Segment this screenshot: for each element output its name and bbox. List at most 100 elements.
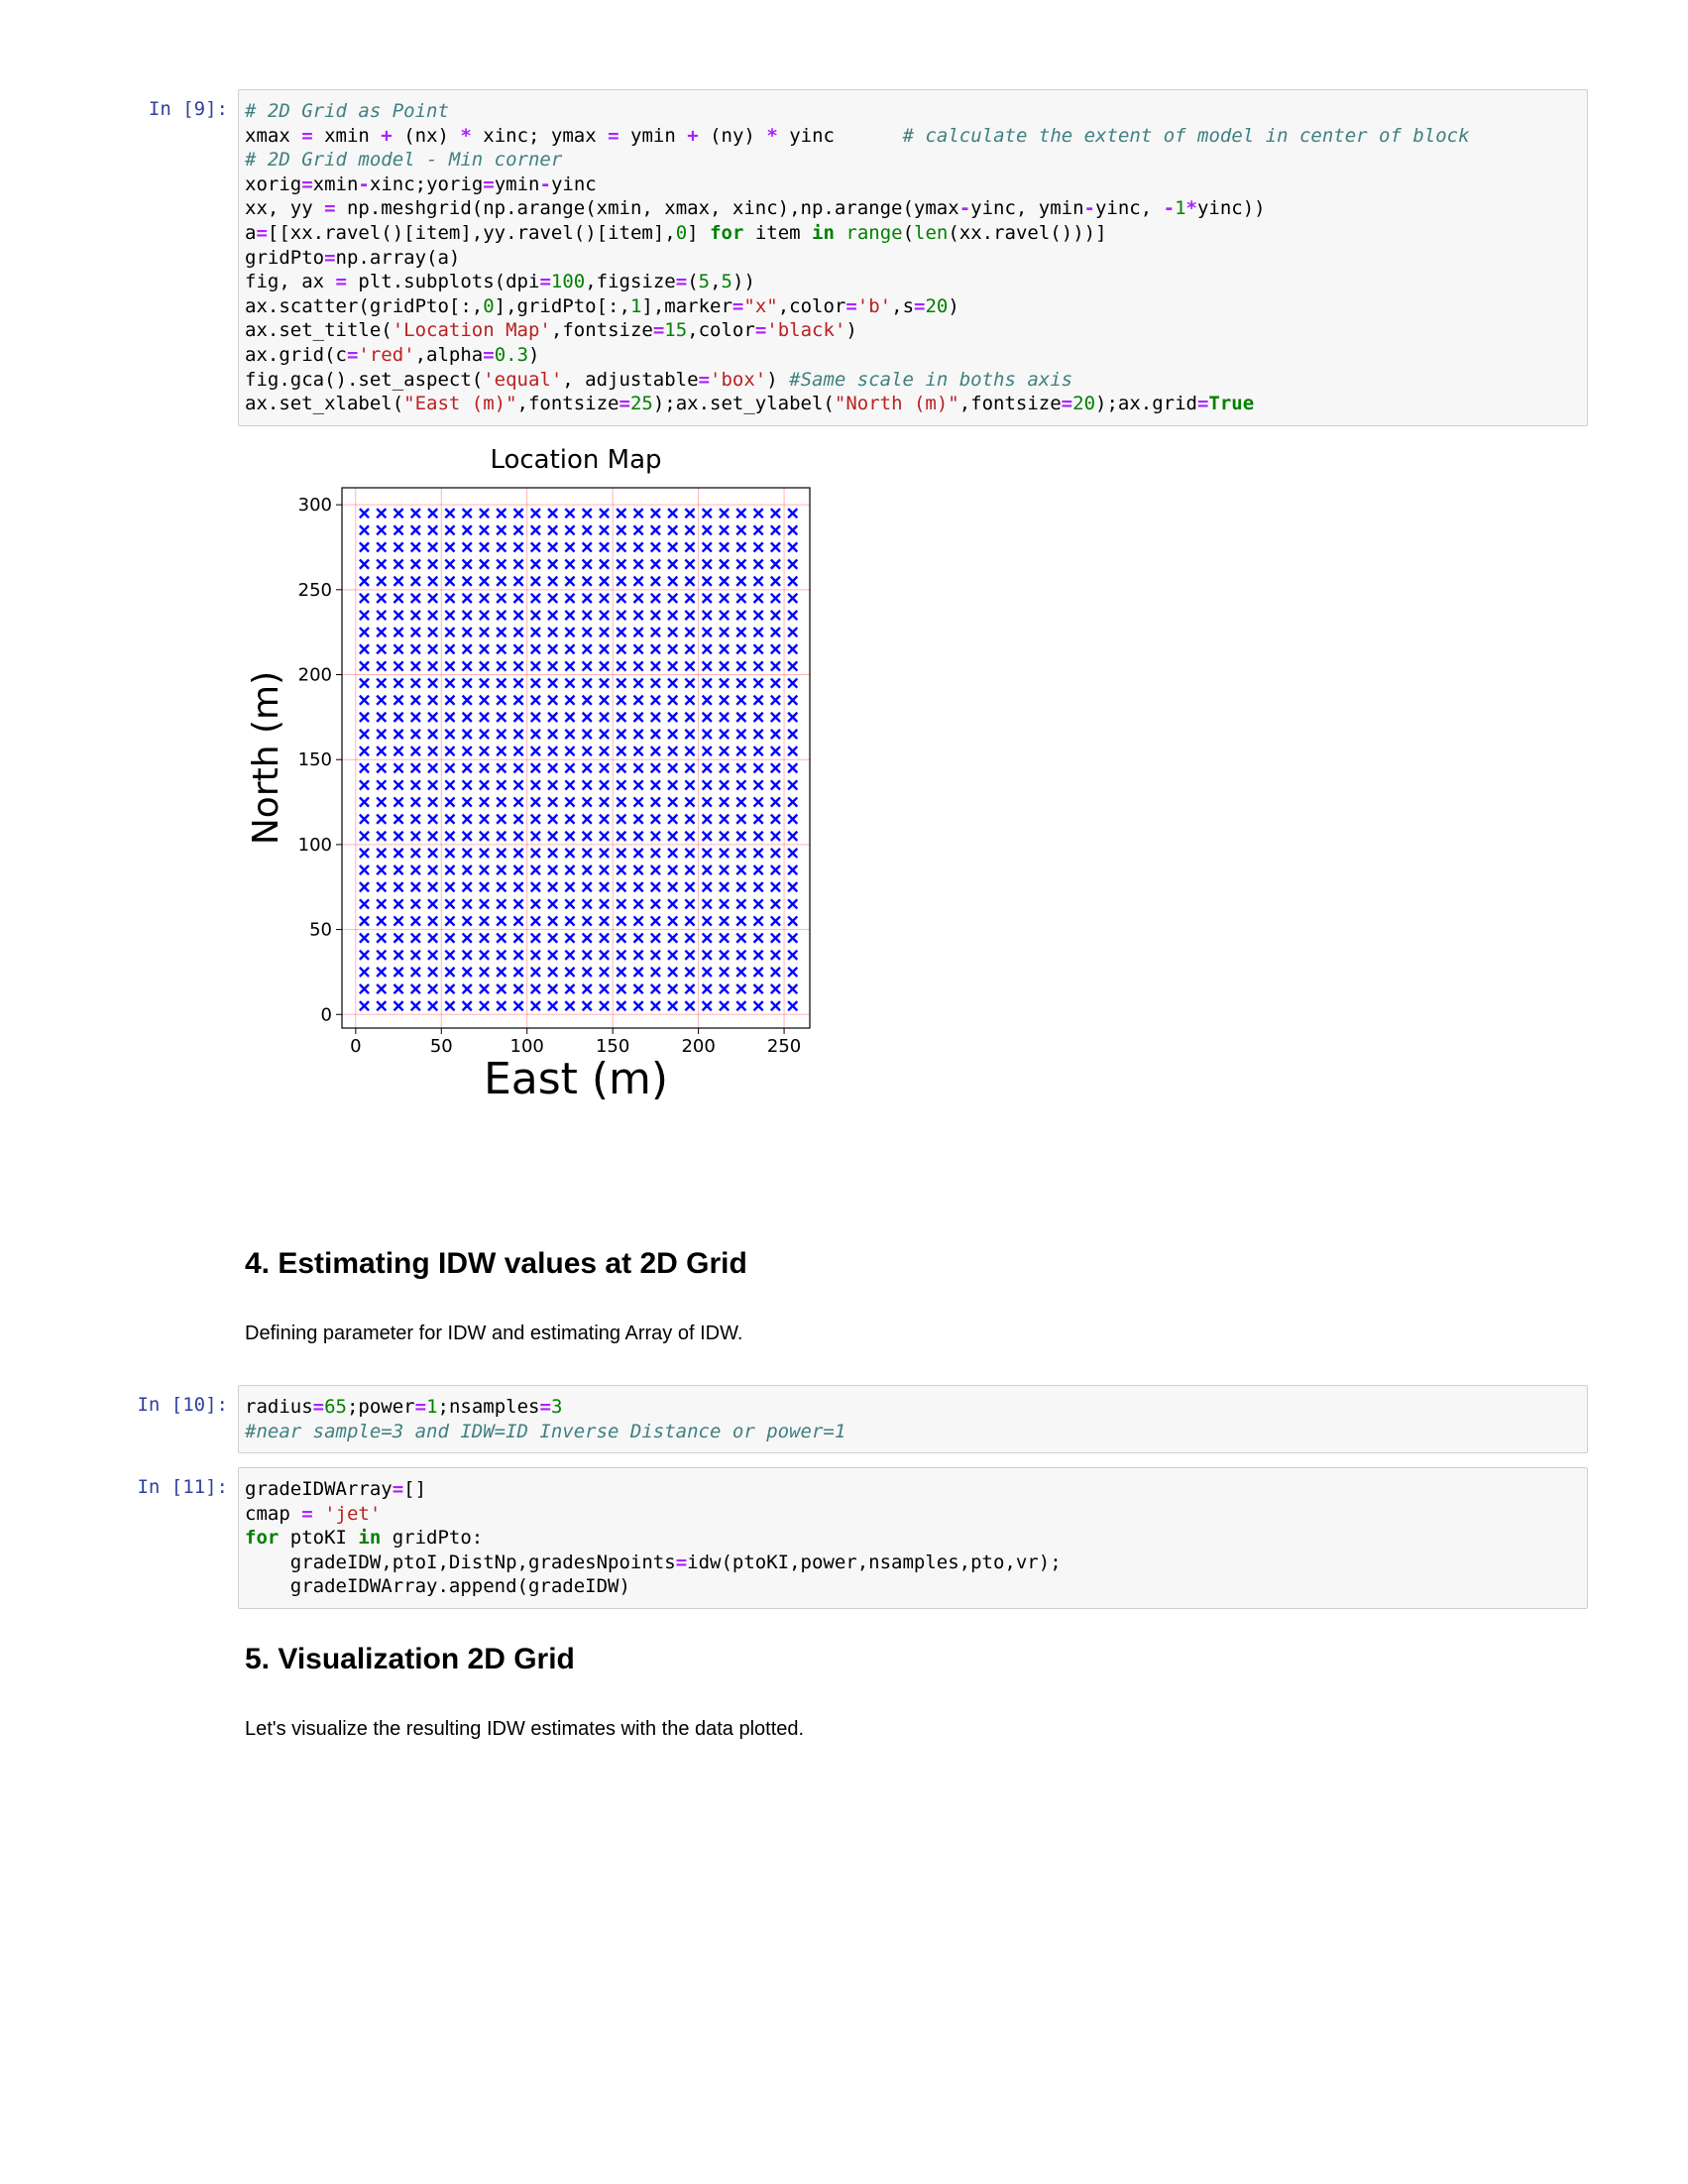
scatter-point xyxy=(701,762,713,774)
scatter-point xyxy=(512,830,524,842)
code-token: gradeIDWArray.append(gradeIDW) xyxy=(245,1575,630,1598)
scatter-point xyxy=(769,729,781,740)
code-token: ax.grid(c xyxy=(245,343,347,366)
scatter-point xyxy=(787,864,799,876)
scatter-point xyxy=(427,660,439,672)
scatter-point xyxy=(444,779,456,791)
cell-10-code-input[interactable]: radius=65;power=1;nsamples=3 #near sampl… xyxy=(238,1385,1588,1454)
code-token: in xyxy=(812,221,835,244)
scatter-point xyxy=(376,915,388,927)
scatter-point xyxy=(564,848,576,859)
scatter-point xyxy=(632,592,644,604)
scatter-point xyxy=(427,898,439,910)
scatter-point xyxy=(735,610,747,621)
scatter-point xyxy=(479,848,490,859)
scatter-point xyxy=(649,508,661,519)
code-token: = xyxy=(301,124,313,147)
code-token: 1 xyxy=(1175,197,1186,220)
code-token: 'red' xyxy=(358,343,415,366)
scatter-point xyxy=(427,627,439,638)
scatter-point xyxy=(479,966,490,977)
scatter-point xyxy=(393,592,404,604)
scatter-point xyxy=(376,779,388,791)
scatter-point xyxy=(461,711,473,723)
scatter-point xyxy=(376,711,388,723)
scatter-point xyxy=(735,830,747,842)
scatter-point xyxy=(444,592,456,604)
scatter-point xyxy=(649,627,661,638)
scatter-point xyxy=(496,643,507,655)
scatter-point xyxy=(479,779,490,791)
scatter-point xyxy=(701,575,713,587)
code-token: yinc xyxy=(550,172,597,195)
scatter-point xyxy=(684,762,696,774)
scatter-point xyxy=(359,524,370,536)
scatter-point xyxy=(667,541,679,553)
scatter-point xyxy=(599,915,610,927)
scatter-point xyxy=(632,729,644,740)
scatter-point xyxy=(667,575,679,587)
code-token: xmin xyxy=(312,172,359,195)
cell-9-code-input[interactable]: # 2D Grid as Point xmax = xmin + (nx) * … xyxy=(238,89,1588,426)
code-token: xinc; ymax xyxy=(471,124,609,147)
scatter-point xyxy=(599,643,610,655)
scatter-point xyxy=(632,746,644,757)
scatter-point xyxy=(529,1000,541,1012)
code-token: a xyxy=(245,221,257,244)
scatter-point xyxy=(564,729,576,740)
code-token: ax.set_title( xyxy=(245,319,393,342)
scatter-point xyxy=(735,898,747,910)
scatter-point xyxy=(684,558,696,570)
code-token: xmin xyxy=(312,124,382,147)
scatter-point xyxy=(529,983,541,995)
scatter-point xyxy=(376,796,388,808)
scatter-point xyxy=(667,949,679,961)
scatter-point xyxy=(529,830,541,842)
scatter-point xyxy=(719,660,731,672)
scatter-point xyxy=(444,558,456,570)
scatter-point xyxy=(547,541,559,553)
code-token: ) xyxy=(766,368,790,391)
scatter-point xyxy=(684,592,696,604)
scatter-point xyxy=(359,592,370,604)
scatter-point xyxy=(359,813,370,825)
scatter-point xyxy=(376,643,388,655)
scatter-point xyxy=(684,627,696,638)
cell-11-code-input[interactable]: gradeIDWArray=[] cmap = 'jet' for ptoKI … xyxy=(238,1467,1588,1609)
scatter-point xyxy=(564,592,576,604)
scatter-point xyxy=(632,796,644,808)
scatter-point xyxy=(359,746,370,757)
scatter-point xyxy=(427,610,439,621)
scatter-point xyxy=(444,575,456,587)
code-token: plt.subplots(dpi xyxy=(346,271,540,293)
code-token: ;nsamples xyxy=(437,1396,540,1418)
scatter-point xyxy=(409,592,421,604)
scatter-point xyxy=(564,627,576,638)
scatter-point xyxy=(735,660,747,672)
scatter-point xyxy=(444,643,456,655)
scatter-point xyxy=(564,677,576,689)
scatter-point xyxy=(684,643,696,655)
scatter-point xyxy=(719,813,731,825)
scatter-point xyxy=(581,508,593,519)
scatter-point xyxy=(409,643,421,655)
scatter-point xyxy=(701,729,713,740)
scatter-point xyxy=(529,813,541,825)
scatter-point xyxy=(547,729,559,740)
scatter-point xyxy=(684,694,696,706)
code-token: 1 xyxy=(629,294,642,317)
scatter-point xyxy=(649,949,661,961)
code-token: = xyxy=(312,1396,325,1418)
scatter-point xyxy=(599,711,610,723)
scatter-point xyxy=(735,627,747,638)
code-token: gradeIDWArray xyxy=(245,1478,393,1500)
location-map-chart: Location Map 0 50 100 150 200 250 0 50 100 150 200… xyxy=(246,445,811,1104)
scatter-point xyxy=(427,830,439,842)
scatter-point xyxy=(701,627,713,638)
code-token: ) xyxy=(528,343,540,366)
scatter-point xyxy=(632,983,644,995)
scatter-point xyxy=(649,915,661,927)
scatter-point xyxy=(512,881,524,893)
code-token: );ax.set_ylabel( xyxy=(652,393,835,415)
scatter-point xyxy=(581,592,593,604)
